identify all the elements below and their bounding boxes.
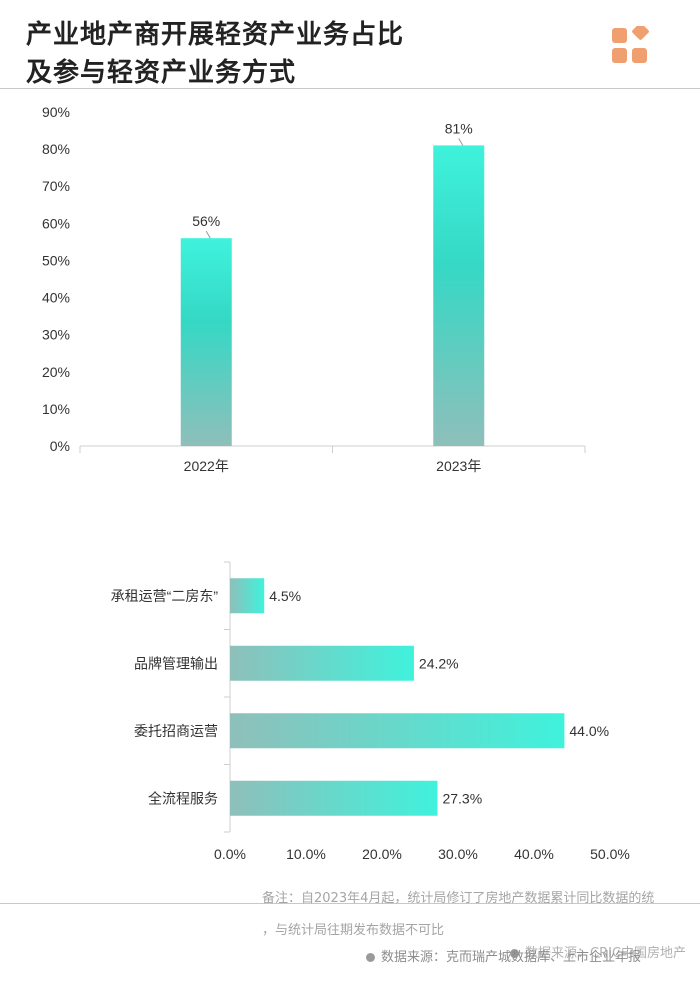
x-tick-label: 50.0% xyxy=(590,846,630,862)
y-tick-label: 0% xyxy=(50,438,70,454)
y-tick-label: 90% xyxy=(42,104,70,120)
title-divider xyxy=(0,88,700,89)
source-bullet-icon xyxy=(366,953,375,962)
data-label: 24.2% xyxy=(419,655,459,671)
source-overlap: 数据来源：CRIC中国房地产 xyxy=(510,942,698,961)
x-tick-label: 0.0% xyxy=(214,846,246,862)
x-tick-label: 40.0% xyxy=(514,846,554,862)
orange-squares-logo-icon xyxy=(612,26,649,63)
y-tick-label: 40% xyxy=(42,290,70,306)
bar xyxy=(230,713,565,749)
bar xyxy=(433,145,485,446)
page-title-line-2: 及参与轻资产业务方式 xyxy=(26,58,297,88)
y-category-label: 品牌管理输出 xyxy=(134,655,218,671)
x-tick-label: 20.0% xyxy=(362,846,402,862)
horizontal-bar-chart: 4.5% 承租运营“二房东” 24.2% 品牌管理输出 44.0% 委托招商运营 27.3%… xyxy=(111,561,630,862)
source-text: 数据来源：克而瑞产城数据库、上市企业年报 xyxy=(381,950,642,965)
data-label: 81% xyxy=(445,120,473,136)
y-category-label: 承租运营“二房东” xyxy=(111,588,219,604)
vertical-bar-chart: 0% 10% 20% 30% 40% 50% 60% 70% 80% 90% 56% 2022年 81%… xyxy=(42,104,586,474)
bar xyxy=(230,645,414,681)
page-title-line-1: 产业地产商开展轻资产业务占比 xyxy=(26,20,405,50)
y-tick-label: 60% xyxy=(42,215,70,231)
x-tick-label: 30.0% xyxy=(438,846,478,862)
data-label-leader xyxy=(458,138,464,146)
y-category-label: 全流程服务 xyxy=(148,790,218,806)
footer-divider xyxy=(0,903,700,904)
y-tick-label: 50% xyxy=(42,252,70,268)
y-category-label: 委托招商运营 xyxy=(134,723,218,739)
y-tick-label: 20% xyxy=(42,364,70,380)
source-overlap-text: 数据来源：CRIC中国房地产 xyxy=(525,946,687,961)
bar xyxy=(180,238,232,446)
data-label-leader xyxy=(205,230,211,239)
y-tick-label: 70% xyxy=(42,178,70,194)
y-tick-label: 80% xyxy=(42,141,70,157)
bar xyxy=(230,578,265,614)
data-label: 56% xyxy=(192,213,220,229)
bar xyxy=(230,780,438,816)
x-category-label: 2023年 xyxy=(436,458,481,474)
title-block: 产业地产商开展轻资产业务占比 及参与轻资产业务方式 xyxy=(26,16,586,92)
source-bullet-icon xyxy=(510,949,519,958)
x-tick-label: 10.0% xyxy=(286,846,326,862)
data-label: 27.3% xyxy=(442,790,482,806)
data-label: 4.5% xyxy=(269,588,301,604)
data-source: 数据来源：克而瑞产城数据库、上市企业年报 xyxy=(366,946,698,965)
y-tick-label: 30% xyxy=(42,327,70,343)
footnote-line-2: ，与统计局往期发布数据不可比 xyxy=(262,923,445,938)
x-category-label: 2022年 xyxy=(184,458,229,474)
y-tick-label: 10% xyxy=(42,401,70,417)
footnote-line-1: 备注：自2023年4月起，统计局修订了房地产数据累计同比数据的统 xyxy=(262,891,655,906)
data-label: 44.0% xyxy=(569,723,609,739)
